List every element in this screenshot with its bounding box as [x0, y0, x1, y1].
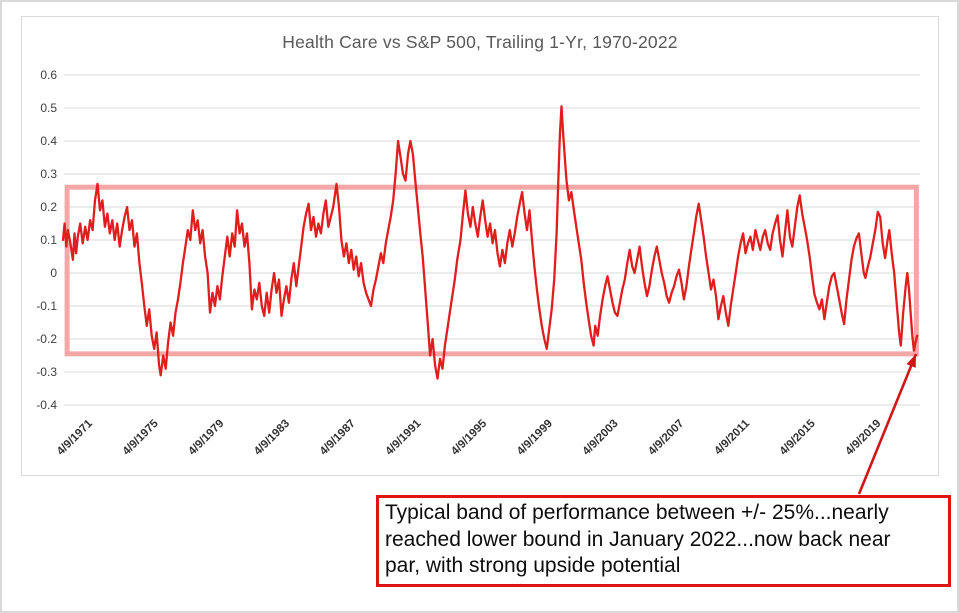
x-tick-label: 4/9/1999	[515, 418, 555, 458]
data-series	[61, 105, 919, 380]
x-tick-label: 4/9/2003	[581, 418, 621, 458]
x-tick-label: 4/9/1979	[186, 418, 226, 458]
annotation-line: par, with strong upside potential	[385, 554, 681, 577]
y-tick-label: -0.2	[36, 332, 57, 346]
y-tick-label: 0.1	[40, 233, 57, 247]
x-tick-label: 4/9/1983	[252, 418, 292, 458]
performance-band	[64, 184, 919, 357]
y-tick-label: 0	[50, 266, 57, 280]
y-tick-label: 0.5	[40, 101, 57, 115]
x-axis-labels: 4/9/1971 4/9/1975 4/9/1979 4/9/1983 4/9/1987…	[55, 417, 884, 458]
x-tick-label: 4/9/1975	[121, 417, 162, 458]
arrow-head	[906, 354, 916, 368]
series-line	[61, 105, 919, 380]
y-tick-label: 0.3	[40, 167, 57, 181]
annotation-line: Typical band of performance between +/- …	[385, 501, 889, 524]
chart-title: Health Care vs S&P 500, Trailing 1-Yr, 1…	[282, 32, 678, 52]
y-tick-label: -0.1	[36, 299, 57, 313]
annotation-arrow	[857, 353, 918, 495]
x-tick-label: 4/9/1995	[449, 417, 490, 458]
chart-panel	[21, 16, 939, 476]
y-axis-labels: 0.6 0.5 0.4 0.3 0.2 0.1 0 -0.1 -0.2 -0.3 -0.4	[36, 68, 57, 412]
x-tick-label: 4/9/1987	[318, 418, 358, 458]
x-tick-label: 4/9/2011	[712, 417, 752, 457]
arrow-shaft	[857, 353, 918, 495]
annotation-box: Typical band of performance between +/- …	[376, 495, 951, 587]
x-tick-label: 4/9/1971	[55, 417, 96, 458]
x-tick-label: 4/9/2007	[646, 418, 686, 458]
y-tick-label: 0.6	[40, 68, 57, 82]
y-tick-label: -0.4	[36, 398, 57, 412]
y-tick-label: 0.2	[40, 200, 57, 214]
gridlines	[64, 74, 920, 406]
annotation-line: reached lower bound in January 2022...no…	[385, 527, 891, 551]
y-tick-label: 0.4	[40, 134, 57, 148]
x-tick-label: 4/9/2015	[778, 417, 819, 458]
band-rect	[64, 184, 919, 357]
x-tick-label: 4/9/1991	[383, 417, 424, 458]
y-tick-label: -0.3	[36, 365, 57, 379]
